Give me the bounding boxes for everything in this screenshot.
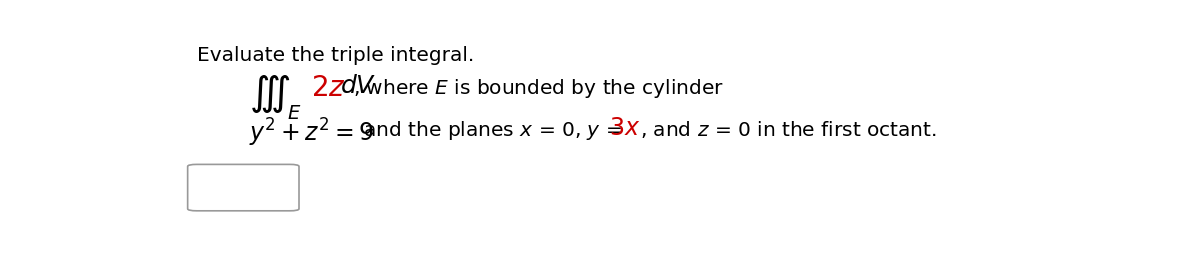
Text: $\mathit{2z}$: $\mathit{2z}$ <box>310 74 346 102</box>
Text: $y^2 + z^2 = 9$: $y^2 + z^2 = 9$ <box>249 116 374 149</box>
Text: , where $\mathit{E}$ is bounded by the cylinder: , where $\mathit{E}$ is bounded by the c… <box>353 77 725 100</box>
Text: , and $\mathit{z}$ = 0 in the first octant.: , and $\mathit{z}$ = 0 in the first octa… <box>641 119 937 140</box>
FancyBboxPatch shape <box>187 164 300 211</box>
Text: Evaluate the triple integral.: Evaluate the triple integral. <box>197 45 474 64</box>
Text: and the planes $\mathit{x}$ = 0, $\mathit{y}$ =: and the planes $\mathit{x}$ = 0, $\mathi… <box>358 119 624 143</box>
Text: $\mathit{3x}$: $\mathit{3x}$ <box>609 116 641 140</box>
Text: $\iiint_{\!E}$: $\iiint_{\!E}$ <box>249 74 302 122</box>
Text: $\mathit{dV}$: $\mathit{dV}$ <box>340 74 377 98</box>
